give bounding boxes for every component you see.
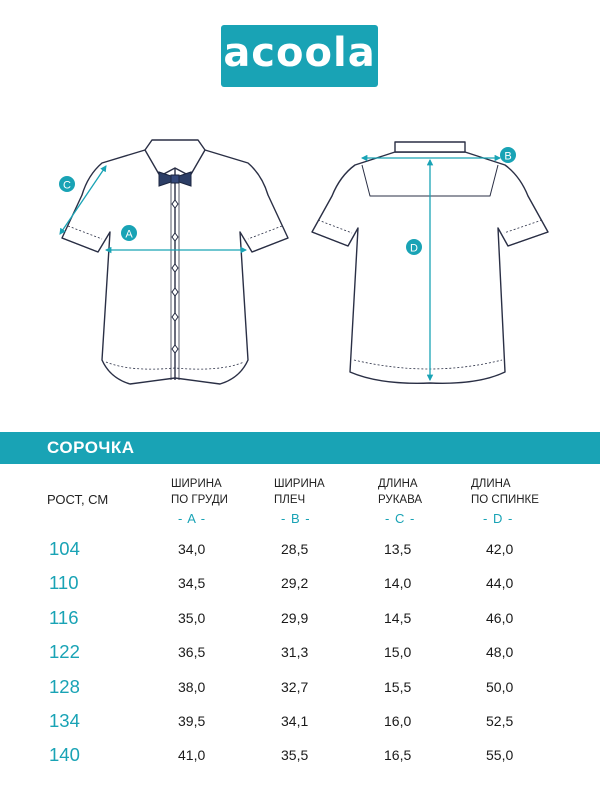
- svg-text:B: B: [504, 151, 511, 163]
- shirt-buttons: [171, 199, 179, 354]
- value-d: 46,0: [486, 610, 514, 626]
- size-cell: 116: [49, 607, 79, 628]
- size-cell: 104: [49, 538, 80, 559]
- value-d: 44,0: [486, 575, 514, 591]
- value-b: 35,5: [281, 747, 309, 763]
- rost-header: РОСТ, СМ: [47, 492, 109, 507]
- column-header-a: ШИРИНА ПО ГРУДИ - A -: [171, 476, 271, 527]
- column-header-line1: ДЛИНА: [378, 478, 418, 490]
- value-b: 32,7: [281, 679, 309, 695]
- column-header-line1: ДЛИНА: [471, 478, 511, 490]
- column-header-line2: РУКАВА: [378, 494, 423, 506]
- table-row: 116 35,0 29,9 14,5 46,0: [0, 607, 600, 641]
- size-cell: 122: [49, 641, 80, 662]
- badge-d: D: [406, 239, 422, 255]
- badge-c: C: [59, 176, 75, 192]
- value-b: 31,3: [281, 644, 309, 660]
- column-header-c: ДЛИНА РУКАВА - C -: [378, 476, 478, 527]
- value-a: 39,5: [178, 713, 206, 729]
- column-header-line2: ПО СПИНКЕ: [471, 494, 539, 506]
- value-a: 34,5: [178, 575, 206, 591]
- table-row: 104 34,0 28,5 13,5 42,0: [0, 538, 600, 572]
- value-d: 52,5: [486, 713, 514, 729]
- value-a: 35,0: [178, 610, 206, 626]
- table-title-banner: СОРОЧКА: [0, 432, 600, 464]
- table-row: 140 41,0 35,5 16,5 55,0: [0, 744, 600, 778]
- value-d: 48,0: [486, 644, 514, 660]
- value-a: 38,0: [178, 679, 206, 695]
- value-d: 55,0: [486, 747, 514, 763]
- column-header-b: ШИРИНА ПЛЕЧ - B -: [274, 476, 374, 527]
- value-c: 16,0: [384, 713, 412, 729]
- column-header-line2: ПО ГРУДИ: [171, 494, 228, 506]
- measurement-c-line: [59, 165, 107, 235]
- badge-b: B: [500, 147, 516, 163]
- value-a: 41,0: [178, 747, 206, 763]
- size-cell: 134: [49, 710, 80, 731]
- column-code: - D -: [483, 511, 514, 526]
- table-row: 110 34,5 29,2 14,0 44,0: [0, 572, 600, 606]
- bow-tie: [158, 171, 192, 187]
- value-b: 28,5: [281, 541, 309, 557]
- value-a: 36,5: [178, 644, 206, 660]
- size-cell: 140: [49, 744, 80, 765]
- svg-text:A: A: [125, 229, 133, 241]
- value-d: 42,0: [486, 541, 514, 557]
- column-header-d: ДЛИНА ПО СПИНКЕ - D -: [471, 476, 571, 527]
- column-header-line2: ПЛЕЧ: [274, 494, 306, 506]
- value-c: 13,5: [384, 541, 412, 557]
- column-header-line1: ШИРИНА: [171, 478, 222, 490]
- value-b: 29,9: [281, 610, 309, 626]
- size-cell: 128: [49, 676, 80, 697]
- logo-text: acoola: [223, 30, 376, 76]
- brand-logo: acoola: [221, 25, 378, 87]
- value-b: 34,1: [281, 713, 309, 729]
- value-c: 15,5: [384, 679, 412, 695]
- column-header-line1: ШИРИНА: [274, 478, 325, 490]
- value-d: 50,0: [486, 679, 514, 695]
- value-c: 15,0: [384, 644, 412, 660]
- value-a: 34,0: [178, 541, 206, 557]
- size-cell: 110: [49, 572, 79, 593]
- table-row: 122 36,5 31,3 15,0 48,0: [0, 641, 600, 675]
- value-c: 14,0: [384, 575, 412, 591]
- value-c: 16,5: [384, 747, 412, 763]
- value-b: 29,2: [281, 575, 309, 591]
- table-row: 128 38,0 32,7 15,5 50,0: [0, 676, 600, 710]
- table-row: 134 39,5 34,1 16,0 52,5: [0, 710, 600, 744]
- column-code: - A -: [178, 511, 207, 526]
- svg-text:D: D: [410, 243, 418, 255]
- table-title: СОРОЧКА: [47, 438, 135, 457]
- column-code: - B -: [281, 511, 311, 526]
- shirt-measurement-diagram: A C B D: [59, 139, 549, 385]
- column-code: - C -: [385, 511, 416, 526]
- svg-text:C: C: [63, 180, 71, 192]
- value-c: 14,5: [384, 610, 412, 626]
- badge-a: A: [121, 225, 137, 241]
